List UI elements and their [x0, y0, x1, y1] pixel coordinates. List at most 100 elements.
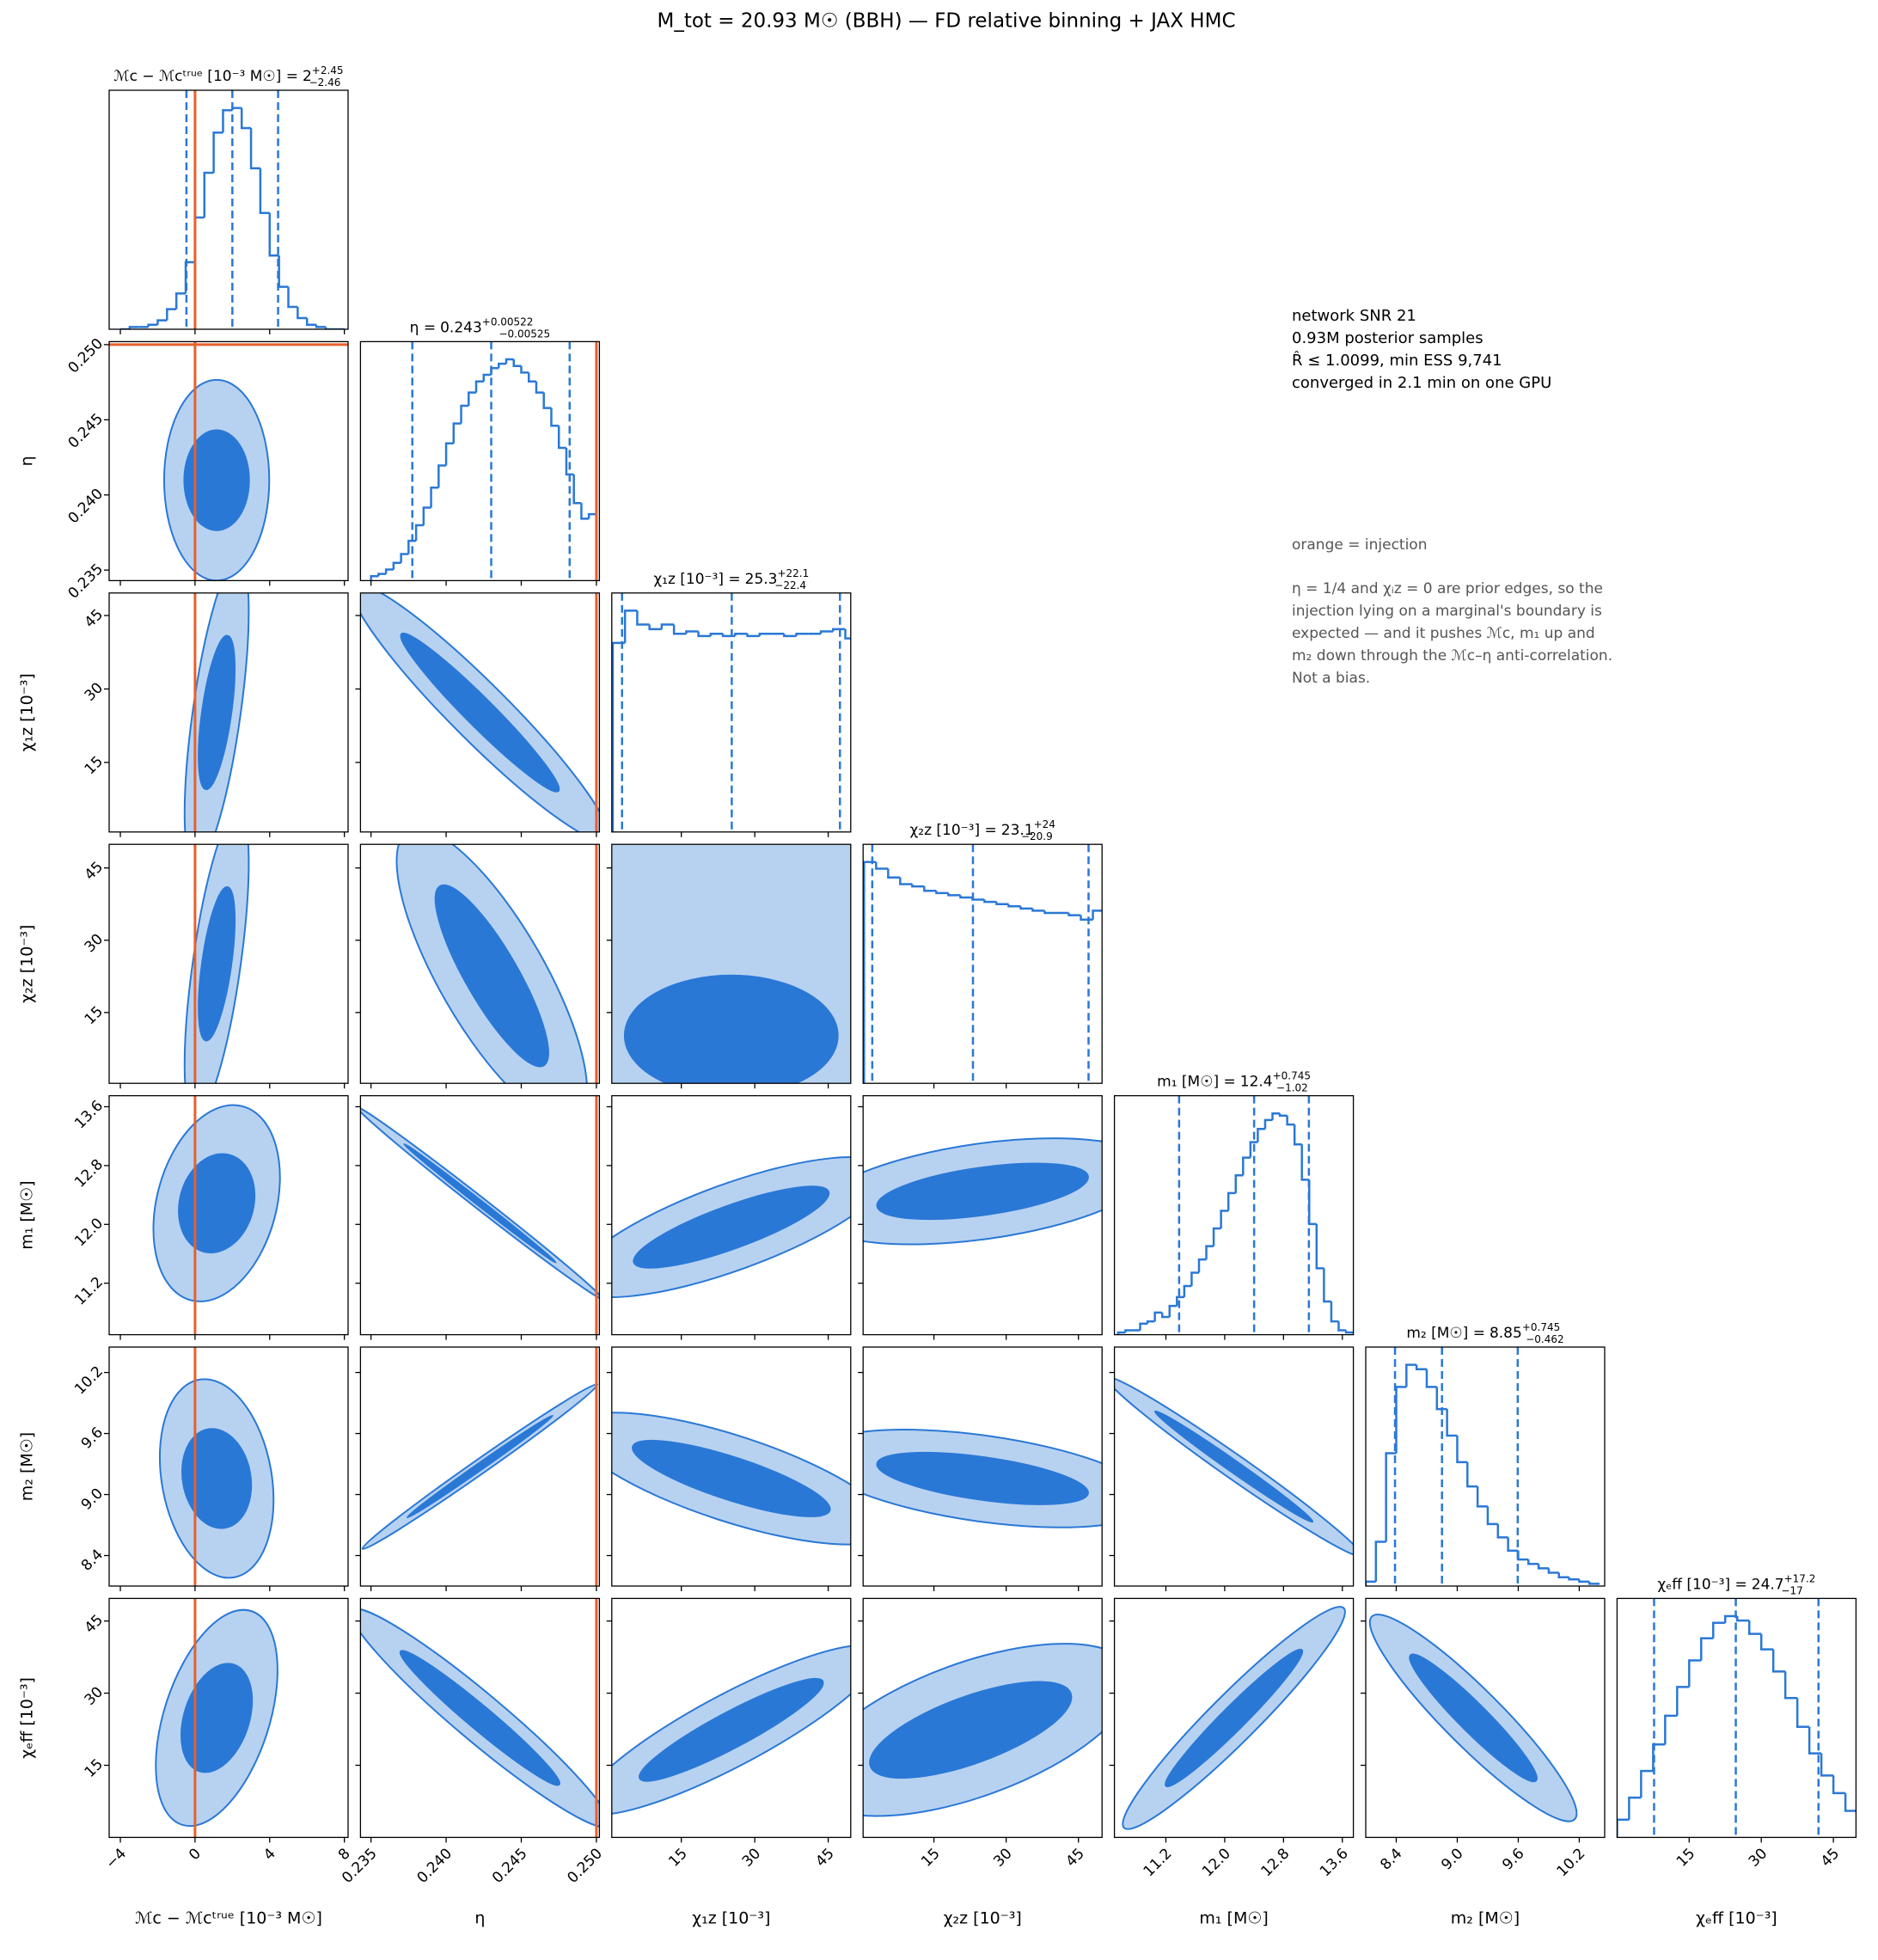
hist-bin	[1568, 1577, 1580, 1581]
contour-inner	[400, 632, 560, 793]
hist-bin	[746, 634, 760, 638]
hist-bin	[231, 107, 242, 111]
panel-frame	[611, 843, 852, 1084]
hist-bin	[1435, 1387, 1447, 1411]
panel-content	[611, 1644, 851, 1816]
x-axis-label: χ₁z [10⁻³]	[692, 1909, 770, 1928]
hist-bin	[1617, 1818, 1630, 1838]
hist-bin	[377, 573, 387, 577]
hist-bin	[1330, 1301, 1339, 1323]
hist-bin	[1557, 1572, 1569, 1578]
hist-bin	[422, 506, 431, 526]
title-median: 12.4	[1240, 1074, 1273, 1091]
panel-frame	[359, 1094, 601, 1336]
note-line: injection lying on a marginal's boundary…	[1292, 603, 1602, 620]
hist-bin	[535, 381, 544, 394]
panel	[606, 1346, 852, 1591]
hist-bin	[1446, 1409, 1458, 1437]
hist-bin	[875, 861, 889, 870]
panel: 11.2 12.0 12.8 13.6	[71, 1094, 349, 1340]
title-upper: +0.745	[1522, 1321, 1560, 1333]
y-axis-label: χₑff [10⁻³]	[18, 1677, 37, 1759]
hist-bin	[287, 286, 298, 309]
contour-inner	[181, 1428, 253, 1529]
hist-bin	[660, 623, 675, 629]
hist-bin	[444, 442, 454, 466]
x-axis-label: m₁ [M☉]	[1199, 1909, 1268, 1928]
hist-bin	[1527, 1559, 1539, 1565]
x-axis-label: ℳc − ℳcᵗʳᵘᵉ [10⁻³ M☉]	[135, 1909, 322, 1928]
y-tick-label: 15	[82, 1755, 107, 1780]
hist-bin	[734, 632, 748, 636]
panel-content	[611, 1412, 851, 1546]
x-tick-label: 45	[1818, 1845, 1843, 1870]
hist-bin	[1315, 1223, 1324, 1270]
panel-content	[155, 1598, 278, 1838]
panel-frame	[1113, 1597, 1355, 1839]
hist-bin	[305, 318, 317, 327]
panel-content	[863, 1137, 1103, 1246]
hist-bin	[959, 895, 973, 899]
hist-bin	[1139, 1322, 1148, 1331]
x-tick-label: 12.8	[1257, 1845, 1293, 1880]
hist-bin	[505, 358, 514, 364]
hist-bin	[1242, 1156, 1251, 1176]
contour-inner	[198, 634, 236, 791]
panel-frame	[359, 843, 601, 1084]
contour-inner	[633, 1185, 830, 1269]
hist-bin	[1344, 1330, 1354, 1334]
panel-frame	[862, 1597, 1103, 1839]
hist-bin	[1771, 1649, 1786, 1673]
panel-content	[611, 1156, 851, 1298]
panel: 15 30 45	[858, 1597, 1103, 1871]
panel: 15 30 45	[82, 592, 349, 837]
hist-bin	[721, 634, 736, 638]
hist-bin	[1323, 1268, 1331, 1303]
title-median: 24.7	[1752, 1576, 1784, 1593]
hist-bin	[971, 897, 985, 901]
panel-frame	[1365, 1346, 1606, 1587]
info-line: 0.93M posterior samples	[1292, 329, 1483, 347]
note-line: η = 1/4 and χᵢz = 0 are prior edges, so …	[1292, 580, 1603, 597]
hist-bin	[1092, 910, 1103, 920]
hist-bin	[550, 407, 560, 427]
panel-content	[1122, 1606, 1346, 1830]
hist-bin	[1007, 903, 1021, 908]
hist-bin	[1820, 1753, 1834, 1777]
panel-content	[360, 592, 600, 832]
x-tick-label: 8.4	[1377, 1845, 1405, 1873]
hist-bin	[832, 628, 846, 632]
panel	[606, 843, 852, 1089]
hist-bin	[911, 884, 925, 888]
hist-bin	[1712, 1621, 1726, 1638]
title-label: m₂ [M☉] =	[1406, 1325, 1485, 1342]
title-label: χ₁z [10⁻³] =	[653, 571, 740, 588]
hist-bin	[297, 306, 308, 320]
hist-bin	[212, 131, 223, 173]
contour-inner	[1165, 1648, 1304, 1787]
title-label: ℳc − ℳcᵗʳᵘᵉ [10⁻³ M☉] =	[113, 68, 298, 85]
panel: 0.235 0.240 0.245 0.250	[65, 335, 349, 603]
title-median: 23.1	[1001, 822, 1034, 839]
panel: m₁ [M☉] = 12.4+0.745 −1.02	[1113, 1069, 1355, 1340]
hist-bin	[1832, 1775, 1846, 1795]
hist-bin	[392, 561, 401, 570]
hist-bin	[1308, 1179, 1317, 1226]
x-tick-label: 30	[1746, 1845, 1771, 1870]
hist-bin	[1080, 915, 1093, 921]
hist-bin	[512, 358, 522, 367]
hist-bin	[430, 487, 439, 508]
hist-bin	[623, 609, 638, 643]
x-tick-label: 0.250	[564, 1845, 606, 1887]
title-lower: −1.02	[1276, 1081, 1308, 1093]
hist-bin	[1293, 1124, 1302, 1146]
panel-content	[1617, 1598, 1857, 1838]
hist-bin	[1116, 1331, 1126, 1335]
hist-bin	[1031, 908, 1045, 912]
contour-inner	[1153, 1410, 1314, 1523]
y-axis-label: m₂ [M☉]	[18, 1432, 37, 1501]
hist-bin	[672, 624, 687, 635]
y-axis-label: m₁ [M☉]	[18, 1180, 37, 1249]
panel-content	[360, 1095, 600, 1335]
hist-bin	[1190, 1271, 1199, 1286]
